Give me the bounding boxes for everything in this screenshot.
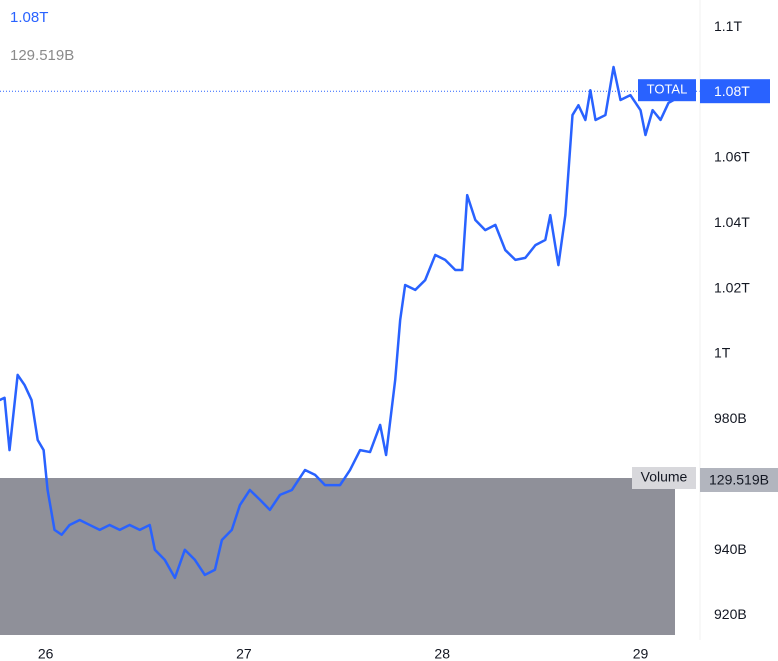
volume-value-label: 129.519B xyxy=(709,472,769,488)
x-tick-label: 29 xyxy=(633,646,649,661)
y-tick-label: 1.06T xyxy=(714,149,750,165)
x-tick-label: 27 xyxy=(236,646,252,661)
volume-tag xyxy=(632,467,696,489)
y-tick-label: 920B xyxy=(714,606,747,622)
volume-area xyxy=(0,478,675,635)
current-price-tag xyxy=(700,79,770,104)
series-label: TOTAL xyxy=(647,82,688,97)
current-price-label: 1.08T xyxy=(714,83,750,99)
y-tick-label: 1.04T xyxy=(714,214,750,230)
y-tick-label: 1T xyxy=(714,345,731,361)
y-tick-label: 940B xyxy=(714,541,747,557)
x-tick-label: 26 xyxy=(38,646,54,661)
y-tick-label: 1.1T xyxy=(714,18,742,34)
volume-value-tag xyxy=(700,468,778,492)
y-tick-label: 1.02T xyxy=(714,279,750,295)
header-volume: 129.519B xyxy=(10,47,74,64)
series-tag xyxy=(638,79,696,102)
y-tick-label: 980B xyxy=(714,410,747,426)
header-price: 1.08T xyxy=(10,9,48,26)
price-line xyxy=(0,65,675,580)
volume-label: Volume xyxy=(641,469,688,485)
x-tick-label: 28 xyxy=(434,646,450,661)
